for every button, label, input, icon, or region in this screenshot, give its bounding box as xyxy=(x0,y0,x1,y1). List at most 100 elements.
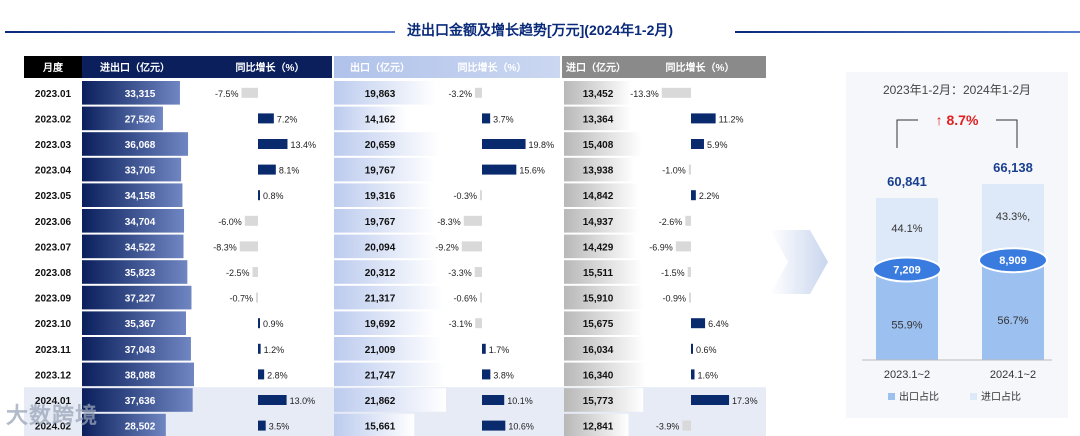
export-share-bar xyxy=(876,269,938,360)
import-value: 16,340 xyxy=(583,370,614,381)
total-value: 37,636 xyxy=(125,396,156,407)
bracket-left xyxy=(896,119,918,148)
total-yoy-bar xyxy=(258,420,266,431)
total-yoy-bar xyxy=(258,190,260,201)
import-yoy-bar xyxy=(675,241,691,252)
month-label: 2023.11 xyxy=(35,345,71,356)
import-yoy-label: -6.9% xyxy=(649,242,673,252)
export-yoy-bar xyxy=(482,395,505,405)
header-export-tint xyxy=(334,56,560,78)
export-yoy-label: -3.1% xyxy=(449,319,473,329)
import-value: 15,675 xyxy=(583,319,614,330)
category-label: 2024.1~2 xyxy=(990,369,1036,381)
export-yoy-bar xyxy=(480,292,482,303)
total-yoy-bar xyxy=(258,395,287,405)
import-bar xyxy=(564,106,632,131)
export-value: 19,863 xyxy=(365,89,396,100)
export-yoy-label: -0.6% xyxy=(453,294,477,304)
import-yoy-bar xyxy=(691,113,716,124)
total-yoy-bar xyxy=(256,292,258,303)
total-value: 38,088 xyxy=(125,370,156,381)
import-bar xyxy=(564,388,644,412)
export-value: 14,162 xyxy=(365,114,396,125)
chevron-arrow-icon xyxy=(770,230,828,294)
total-bar xyxy=(82,106,163,131)
header-export: 出口（亿元） xyxy=(350,61,410,74)
month-label: 2023.03 xyxy=(35,140,72,151)
export-yoy-bar xyxy=(463,215,482,226)
export-yoy-label: 10.1% xyxy=(507,396,533,406)
comparison-subtitle: 2023年1-2月：2024年1-2月 xyxy=(883,83,1031,97)
export-value: 21,317 xyxy=(365,294,396,305)
total-value: 27,526 xyxy=(125,114,156,125)
total-yoy-bar xyxy=(239,241,258,252)
export-bar xyxy=(334,413,415,436)
legend-export-swatch xyxy=(888,393,895,400)
month-label: 2023.02 xyxy=(35,114,72,125)
total-bar xyxy=(82,132,189,156)
export-bar xyxy=(334,106,407,131)
total-bar xyxy=(82,388,193,412)
import-bar xyxy=(564,311,643,335)
total-bar xyxy=(82,81,180,105)
import-yoy-bar xyxy=(691,395,730,405)
legend-import-label: 进口占比 xyxy=(981,390,1021,403)
total-yoy-label: -8.3% xyxy=(213,242,237,252)
import-value: 13,364 xyxy=(583,114,614,125)
import-value: 13,938 xyxy=(583,166,614,177)
total-bar xyxy=(82,260,188,284)
difference-ellipse xyxy=(872,256,942,283)
total-yoy-bar xyxy=(241,87,258,98)
month-label: 2023.09 xyxy=(35,294,72,305)
export-yoy-bar xyxy=(482,420,506,431)
total-yoy-label: -7.5% xyxy=(215,89,239,99)
growth-label: ↑ 8.7% xyxy=(936,112,979,128)
export-share-bar xyxy=(982,260,1044,360)
import-value: 14,429 xyxy=(583,242,614,253)
import-value: 14,937 xyxy=(583,217,614,228)
export-yoy-bar xyxy=(482,113,491,124)
total-bar xyxy=(82,311,186,335)
import-share-label: 44.1% xyxy=(891,223,922,235)
import-bar xyxy=(564,362,646,387)
total-value: 35,823 xyxy=(125,268,156,279)
export-yoy-bar xyxy=(474,267,482,277)
total-value: 34,522 xyxy=(125,242,156,253)
total-yoy-label: 13.4% xyxy=(290,140,316,150)
header-import-yoy: 同比增长（%） xyxy=(666,61,735,74)
total-yoy-bar xyxy=(252,267,258,277)
total-yoy-bar xyxy=(258,164,276,175)
month-label: 2023.04 xyxy=(35,166,72,177)
export-yoy-bar xyxy=(482,164,517,175)
month-label: 2023.07 xyxy=(35,242,72,253)
export-yoy-label: 10.6% xyxy=(508,422,534,432)
import-yoy-label: 2.2% xyxy=(699,191,720,201)
export-value: 19,692 xyxy=(365,319,396,330)
export-yoy-label: -0.3% xyxy=(453,191,477,201)
export-yoy-bar xyxy=(482,369,491,380)
total-value: 34,704 xyxy=(125,217,156,228)
import-yoy-label: -1.5% xyxy=(661,268,685,278)
export-value: 20,659 xyxy=(365,140,396,151)
export-yoy-label: 3.8% xyxy=(493,370,514,380)
export-yoy-label: -3.3% xyxy=(448,268,472,278)
header-total-bg xyxy=(82,56,332,78)
total-value: 36,068 xyxy=(125,140,156,151)
watermark-logo: 大数跨境 xyxy=(6,403,99,428)
month-label: 2023.01 xyxy=(35,89,72,100)
import-bar xyxy=(564,234,637,259)
import-yoy-bar xyxy=(685,215,691,226)
export-bar xyxy=(334,81,436,105)
export-value: 19,767 xyxy=(365,166,396,177)
header-import-bg xyxy=(562,56,766,78)
export-yoy-bar xyxy=(482,139,526,149)
import-bar xyxy=(564,183,639,207)
import-yoy-label: 1.6% xyxy=(698,370,719,380)
import-value: 15,408 xyxy=(583,140,614,151)
difference-value: 8,909 xyxy=(999,255,1027,267)
import-yoy-label: -13.3% xyxy=(630,89,659,99)
import-yoy-bar xyxy=(691,190,696,201)
month-label: 2023.06 xyxy=(35,217,72,228)
import-yoy-label: -0.9% xyxy=(662,294,686,304)
export-bar xyxy=(334,285,444,310)
